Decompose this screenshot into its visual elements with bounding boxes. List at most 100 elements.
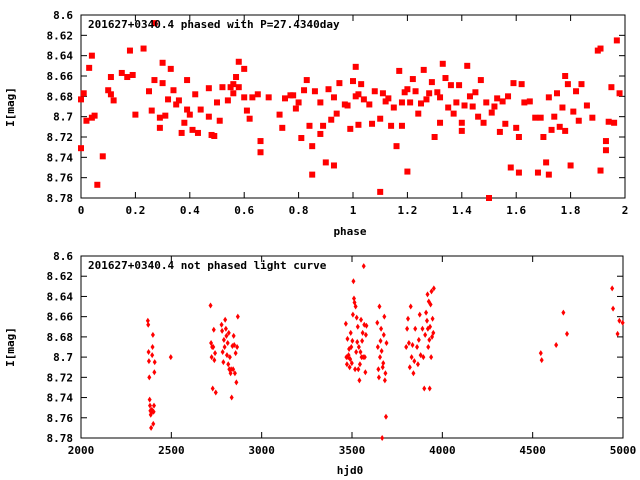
phased-point bbox=[129, 71, 136, 78]
unphased-point bbox=[228, 370, 233, 377]
unphased-point bbox=[426, 344, 431, 350]
phased-point bbox=[105, 87, 112, 94]
unphased-point bbox=[356, 344, 361, 350]
phased-point bbox=[545, 94, 552, 101]
phased-data-points bbox=[78, 20, 623, 201]
phased-point bbox=[175, 97, 182, 104]
phased-point bbox=[491, 103, 498, 110]
phased-point bbox=[167, 65, 174, 72]
unphased-point bbox=[376, 374, 381, 381]
phased-point bbox=[475, 113, 482, 120]
unphased-point bbox=[152, 369, 157, 376]
unphased-point bbox=[358, 349, 363, 356]
phased-point bbox=[265, 94, 272, 101]
unphased-point bbox=[375, 344, 380, 350]
phased-point bbox=[320, 122, 327, 129]
unphased-point bbox=[221, 336, 226, 343]
unphased-point bbox=[357, 377, 362, 384]
unphased-point bbox=[361, 263, 366, 270]
unphased-point bbox=[360, 329, 365, 336]
unphased-point bbox=[344, 361, 349, 368]
phased-point bbox=[611, 119, 618, 126]
unphased-point bbox=[376, 366, 381, 373]
phased-point bbox=[385, 95, 392, 102]
phased-point bbox=[616, 90, 623, 97]
unphased-point bbox=[379, 348, 384, 355]
phased-point bbox=[173, 101, 180, 108]
phased-point bbox=[325, 86, 332, 93]
unphased-point bbox=[539, 357, 544, 364]
phased-panel: 0 0.2 0.4 0.6 0.8 1 1.2 1.4 1.6 1.8 2 8.6 8.62 8.64 8.… bbox=[4, 9, 628, 238]
unphased-point bbox=[221, 359, 226, 366]
phased-point bbox=[390, 104, 397, 111]
phased-point bbox=[534, 169, 541, 176]
unphased-point bbox=[428, 323, 433, 330]
phased-point bbox=[292, 105, 299, 112]
unphased-point bbox=[211, 344, 216, 350]
unphased-point bbox=[149, 424, 154, 431]
phased-point bbox=[507, 164, 514, 171]
phased-point bbox=[466, 93, 473, 100]
phased-point bbox=[347, 125, 354, 132]
phased-plot-frame bbox=[80, 14, 626, 199]
unphased-point bbox=[420, 325, 425, 332]
phased-point bbox=[526, 98, 533, 105]
phased-point bbox=[564, 81, 571, 88]
unphased-point bbox=[209, 354, 214, 361]
unphased-point bbox=[429, 288, 434, 295]
unphased-point bbox=[381, 360, 386, 367]
unphased-point bbox=[150, 352, 155, 359]
phased-point bbox=[431, 134, 438, 140]
phased-point bbox=[107, 91, 114, 98]
phased-y-axis-label: I[mag] bbox=[4, 87, 17, 127]
unphased-point bbox=[213, 389, 218, 396]
phased-point bbox=[246, 115, 253, 122]
phased-point bbox=[545, 171, 552, 178]
unphased-point bbox=[359, 316, 364, 323]
unphased-point bbox=[364, 322, 369, 329]
phased-point bbox=[224, 97, 231, 104]
phased-point bbox=[515, 134, 522, 140]
unphased-point bbox=[423, 331, 428, 338]
unphased-point bbox=[353, 366, 358, 373]
phased-point bbox=[350, 78, 356, 85]
unphased-point bbox=[220, 327, 225, 334]
phased-point bbox=[205, 85, 212, 92]
phased-point bbox=[401, 89, 408, 96]
phased-point bbox=[404, 168, 411, 175]
phased-point bbox=[613, 37, 620, 44]
phased-point bbox=[344, 102, 351, 109]
phased-point bbox=[230, 90, 237, 97]
unphased-point bbox=[428, 301, 433, 308]
phased-point bbox=[567, 162, 574, 169]
phased-point bbox=[88, 52, 95, 59]
phased-point bbox=[418, 100, 424, 107]
unphased-x-axis-label: hjd0 bbox=[337, 464, 364, 477]
phased-y-tick-label: 8.62 bbox=[47, 29, 74, 42]
unphased-point bbox=[146, 358, 151, 365]
phased-point bbox=[404, 86, 411, 93]
phased-point bbox=[159, 80, 166, 87]
unphased-point bbox=[375, 319, 380, 326]
unphased-point bbox=[351, 295, 356, 302]
unphased-y-tick-label: 8.64 bbox=[47, 290, 74, 303]
phased-point bbox=[543, 159, 550, 166]
phased-point bbox=[366, 101, 373, 108]
phased-point bbox=[126, 47, 133, 54]
unphased-point bbox=[356, 366, 361, 373]
phased-point bbox=[235, 84, 242, 91]
phased-point bbox=[428, 79, 435, 86]
unphased-point bbox=[353, 303, 358, 310]
unphased-point bbox=[234, 379, 239, 386]
phased-point bbox=[243, 107, 250, 114]
unphased-point bbox=[362, 354, 367, 361]
unphased-x-tick-label: 4000 bbox=[429, 444, 456, 457]
phased-point bbox=[371, 88, 378, 95]
unphased-x-tick-label: 5000 bbox=[610, 444, 637, 457]
phased-y-tick-label: 8.74 bbox=[47, 151, 74, 164]
phased-point bbox=[379, 90, 386, 97]
unphased-point bbox=[349, 344, 354, 350]
unphased-point bbox=[417, 311, 422, 318]
unphased-x-tick-label: 3500 bbox=[339, 444, 366, 457]
